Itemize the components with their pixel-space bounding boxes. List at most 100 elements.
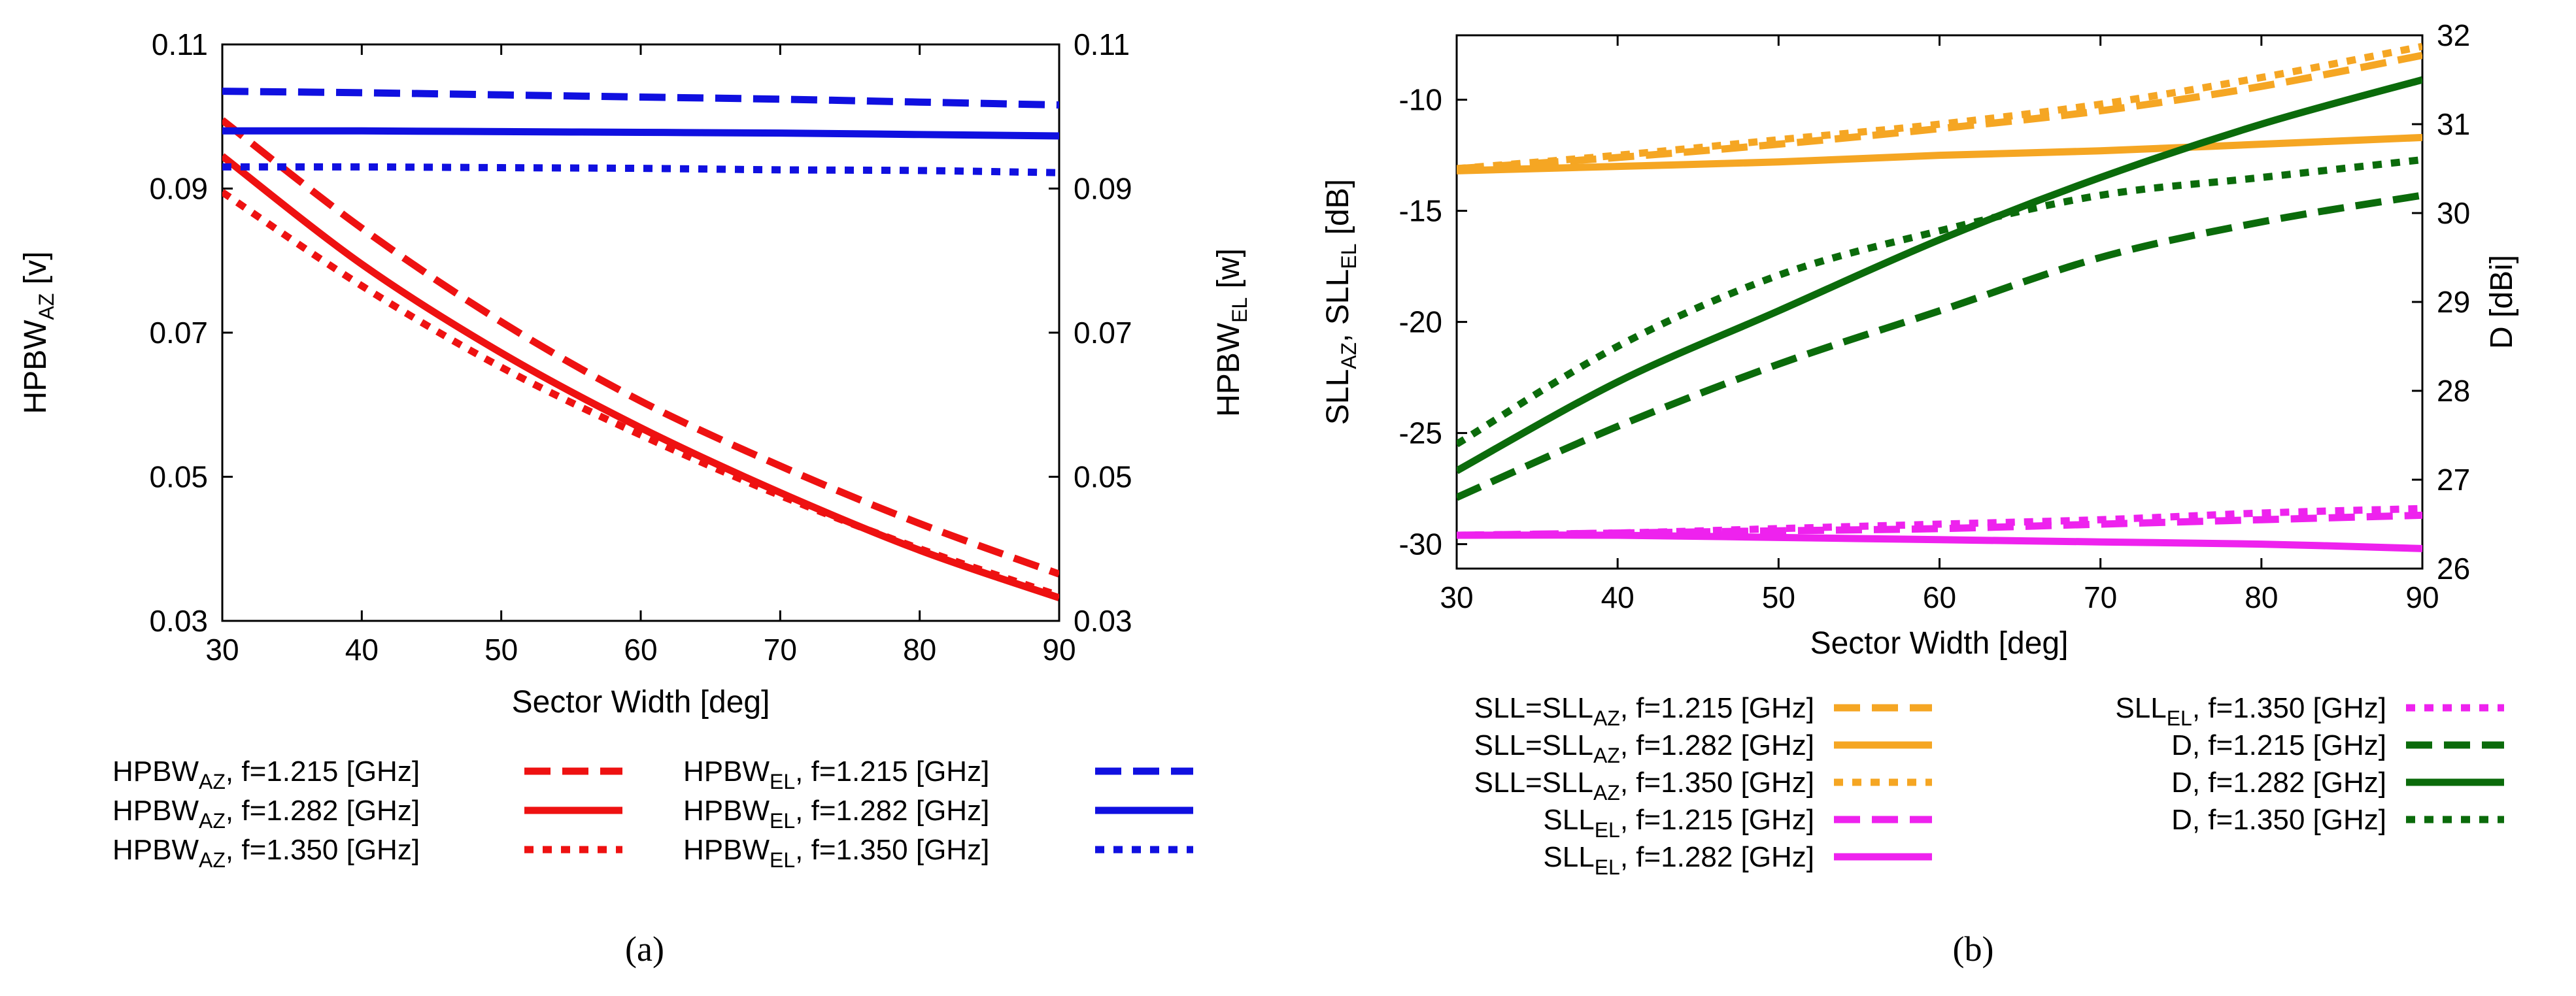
legend-label-subscript: AZ bbox=[1593, 744, 1620, 767]
y-left-label-part: SLL bbox=[1321, 369, 1355, 425]
y-left-tick-label: 0.05 bbox=[149, 460, 208, 494]
legend-label-subscript: EL bbox=[1595, 818, 1620, 842]
y-right-tick-label: 0.07 bbox=[1074, 316, 1132, 350]
y-right-tick-label: 32 bbox=[2437, 18, 2470, 52]
y-left-label-subscript: AZ bbox=[1337, 342, 1361, 369]
legend-label-rest: , f=1.282 [GHz] bbox=[795, 795, 989, 827]
y-left-label-part: , SLL bbox=[1321, 269, 1355, 342]
x-tick-label: 30 bbox=[205, 633, 239, 667]
legend-label-subscript: AZ bbox=[199, 770, 226, 793]
legend-label: D, f=1.282 [GHz] bbox=[2171, 767, 2386, 799]
x-tick-label: 90 bbox=[1042, 633, 1076, 667]
x-tick-label: 80 bbox=[2245, 580, 2278, 614]
y-right-label-base: HPBW bbox=[1212, 322, 1246, 417]
y-left-label-unit: [dB] bbox=[1321, 179, 1355, 244]
y-right-tick-label: 29 bbox=[2437, 285, 2470, 319]
legend-label-base: HPBW bbox=[683, 755, 770, 788]
legend-label-subscript: AZ bbox=[199, 809, 226, 833]
y-right-tick-label: 28 bbox=[2437, 374, 2470, 408]
series-line-a-4 bbox=[222, 127, 1059, 140]
series-line-a-0 bbox=[222, 117, 1059, 578]
legend-label: SLLEL, f=1.350 [GHz] bbox=[2115, 692, 2386, 730]
series-line-b-8 bbox=[1457, 156, 2422, 448]
legend-label-base: HPBW bbox=[683, 795, 770, 827]
y-left-label-base: HPBW bbox=[18, 320, 53, 414]
legend-label-rest: , f=1.215 [GHz] bbox=[1620, 804, 1814, 836]
legend-label-base: D, f=1.350 [GHz] bbox=[2171, 804, 2386, 836]
series-line-a-3 bbox=[222, 88, 1059, 109]
x-tick-label: 60 bbox=[624, 633, 657, 667]
legend-label-base: SLL=SLL bbox=[1474, 767, 1593, 799]
legend-label-rest: , f=1.282 [GHz] bbox=[226, 795, 420, 827]
legend-label-base: HPBW bbox=[112, 795, 199, 827]
series-line-b-0 bbox=[1457, 52, 2422, 173]
y-right-tick-label: 26 bbox=[2437, 552, 2470, 586]
legend-label: HPBWEL, f=1.215 [GHz] bbox=[683, 755, 989, 793]
y-left-axis-label: SLLAZ​, SLLEL​ [dB] bbox=[1321, 179, 1361, 425]
x-tick-label: 40 bbox=[345, 633, 379, 667]
legend-label-rest: , f=1.350 [GHz] bbox=[2192, 692, 2386, 724]
x-axis-label: Sector Width [deg] bbox=[512, 685, 770, 720]
legend-label-base: SLL=SLL bbox=[1474, 692, 1593, 724]
legend-label-rest: , f=1.215 [GHz] bbox=[226, 755, 420, 788]
legend-label-base: SLL bbox=[1543, 804, 1594, 836]
legend-label: D, f=1.350 [GHz] bbox=[2171, 804, 2386, 836]
legend-label-rest: , f=1.282 [GHz] bbox=[1620, 841, 1814, 873]
legend-label-rest: , f=1.215 [GHz] bbox=[1620, 692, 1814, 724]
plot-frame bbox=[1455, 34, 2424, 570]
legend-label-subscript: AZ bbox=[1593, 706, 1620, 730]
legend-label: HPBWAZ, f=1.282 [GHz] bbox=[112, 795, 420, 833]
y-left-tick-label: -20 bbox=[1399, 305, 1442, 339]
y-left-axis-label: HPBWAZ​ [v] bbox=[18, 252, 58, 414]
y-left-tick-label: -10 bbox=[1399, 83, 1442, 117]
legend-label-subscript: AZ bbox=[1593, 781, 1620, 805]
y-right-tick-label: 0.09 bbox=[1074, 172, 1132, 206]
x-axis-label: Sector Width [deg] bbox=[1810, 626, 2069, 661]
y-left-label-subscript: AZ bbox=[35, 293, 58, 320]
y-right-label-unit: [w] bbox=[1212, 248, 1246, 297]
legend-label-subscript: EL bbox=[770, 848, 795, 872]
legend-label-rest: , f=1.350 [GHz] bbox=[226, 834, 420, 866]
legend-label-base: SLL bbox=[1543, 841, 1594, 873]
series-line-a-1 bbox=[222, 153, 1059, 601]
legend-label-rest: , f=1.215 [GHz] bbox=[795, 755, 989, 788]
legend-label-rest: , f=1.282 [GHz] bbox=[1620, 729, 1814, 761]
y-left-tick-label: 0.07 bbox=[149, 316, 208, 350]
legend-label-subscript: EL bbox=[770, 809, 795, 833]
legend-label: SLL=SLLAZ, f=1.350 [GHz] bbox=[1474, 767, 1814, 805]
y-left-tick-label: 0.09 bbox=[149, 172, 208, 206]
y-left-tick-label: -30 bbox=[1399, 527, 1442, 561]
x-tick-label: 50 bbox=[1762, 580, 1795, 614]
chart-panel-b: 30 40 50 60 70 80 90 -30 -25 -20 -15 -10 26 27 28 29 30 3… bbox=[1321, 18, 2519, 879]
legend-label-rest: , f=1.350 [GHz] bbox=[1620, 767, 1814, 799]
legend-label-base: SLL=SLL bbox=[1474, 729, 1593, 761]
y-right-axis-label: D [dBi] bbox=[2484, 255, 2519, 349]
y-left-label-unit: [v] bbox=[18, 252, 53, 293]
legend-label-rest: , f=1.350 [GHz] bbox=[795, 834, 989, 866]
x-tick-label: 90 bbox=[2405, 580, 2439, 614]
legend-label: SLLEL, f=1.282 [GHz] bbox=[1543, 841, 1814, 879]
y-left-label-subscript: EL bbox=[1337, 244, 1361, 269]
series-lines bbox=[222, 88, 1059, 601]
y-left-tick-label: -15 bbox=[1399, 194, 1442, 228]
legend-label: SLL=SLLAZ, f=1.215 [GHz] bbox=[1474, 692, 1814, 730]
legend: SLL=SLLAZ, f=1.215 [GHz]SLL=SLLAZ, f=1.2… bbox=[1474, 692, 2504, 879]
legend-label: D, f=1.215 [GHz] bbox=[2171, 729, 2386, 761]
legend-label-base: HPBW bbox=[112, 755, 199, 788]
series-line-b-4 bbox=[1457, 531, 2422, 552]
legend-label: HPBWAZ, f=1.350 [GHz] bbox=[112, 834, 420, 872]
x-tick-label: 30 bbox=[1440, 580, 1473, 614]
x-tick-label: 50 bbox=[484, 633, 518, 667]
y-right-tick-label: 31 bbox=[2437, 107, 2470, 141]
legend-label-base: HPBW bbox=[683, 834, 770, 866]
x-tick-label: 80 bbox=[903, 633, 936, 667]
series-line-b-2 bbox=[1457, 42, 2422, 173]
series-lines bbox=[1457, 42, 2422, 552]
legend-label: HPBWAZ, f=1.215 [GHz] bbox=[112, 755, 420, 793]
legend: HPBWAZ, f=1.215 [GHz]HPBWAZ, f=1.282 [GH… bbox=[112, 755, 1193, 872]
y-left-tick-label: -25 bbox=[1399, 416, 1442, 450]
y-right-axis-label: HPBWEL​ [w] bbox=[1212, 248, 1251, 417]
chart-panel-a: 30 40 50 60 70 80 900.030.050.070.090.110.030.… bbox=[18, 27, 1251, 872]
y-right-tick-label: 0.11 bbox=[1074, 27, 1130, 61]
